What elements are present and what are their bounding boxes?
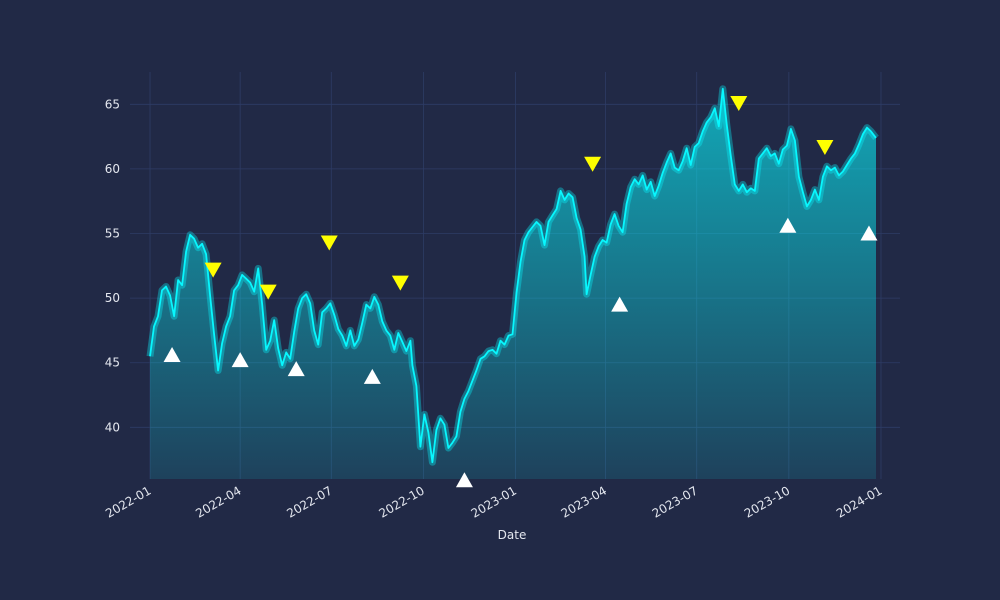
x-axis-title: Date <box>498 528 527 542</box>
sell-signal-marker <box>730 96 748 112</box>
sell-signal-marker <box>320 235 338 251</box>
x-tick-label: 2022-01 <box>103 483 153 520</box>
x-tick-label: 2022-04 <box>193 483 243 520</box>
buy-signal-marker <box>455 472 473 488</box>
x-tick-label: 2023-10 <box>742 483 792 520</box>
buy-signal-marker <box>611 296 629 312</box>
x-axis-ticks: 2022-01 2022-04 2022-07 2022-10 2023-01 2023-… <box>103 483 884 520</box>
sell-signal-marker <box>391 275 409 291</box>
sell-signal-marker <box>204 262 222 278</box>
y-axis-ticks: 40 45 50 55 60 65 <box>105 97 120 434</box>
x-tick-label: 2024-01 <box>834 483 884 520</box>
buy-signal-marker <box>860 225 878 241</box>
buy-signal-marker <box>231 352 249 368</box>
sell-signal-marker <box>816 139 834 155</box>
x-tick-label: 2023-04 <box>559 483 609 520</box>
x-tick-label: 2022-07 <box>284 483 334 520</box>
y-tick-label: 40 <box>105 420 120 434</box>
buy-signal-marker <box>163 346 181 362</box>
y-tick-label: 45 <box>105 356 120 370</box>
signal-markers <box>163 96 878 488</box>
y-tick-label: 60 <box>105 162 120 176</box>
x-tick-label: 2023-01 <box>469 483 519 520</box>
price-line <box>149 87 877 464</box>
price-area-fill <box>150 88 876 480</box>
y-tick-label: 65 <box>105 97 120 111</box>
x-tick-label: 2023-07 <box>650 483 700 520</box>
x-tick-label: 2022-10 <box>376 483 426 520</box>
buy-signal-marker <box>287 361 305 377</box>
sell-signal-marker <box>259 284 277 300</box>
buy-signal-marker <box>363 368 381 384</box>
y-tick-label: 50 <box>105 291 120 305</box>
y-tick-label: 55 <box>105 227 120 241</box>
sell-signal-marker <box>584 156 602 172</box>
buy-signal-marker <box>779 217 797 233</box>
